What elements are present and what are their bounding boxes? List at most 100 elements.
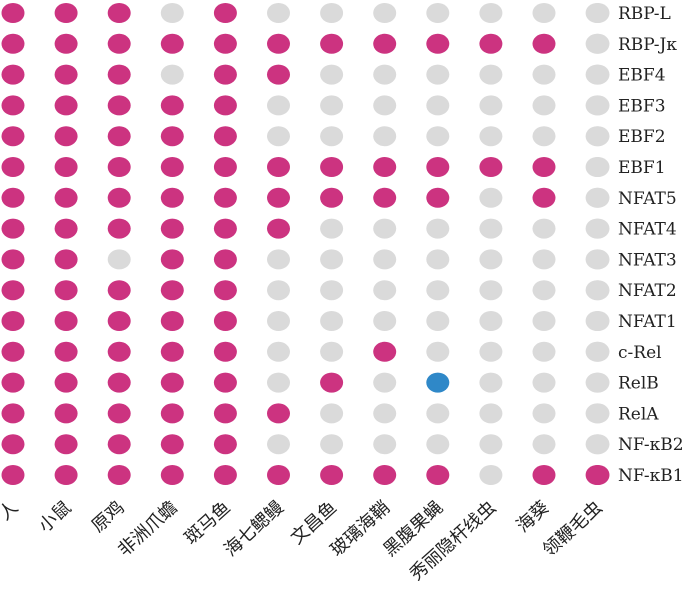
dot-14-3 — [160, 434, 184, 455]
dot-8-0 — [1, 249, 25, 270]
dot-9-3 — [160, 280, 184, 301]
dot-10-8 — [426, 311, 450, 331]
dot-11-6 — [320, 341, 344, 362]
dot-7-7 — [373, 218, 397, 239]
dot-15-1 — [54, 465, 78, 485]
dot-12-4 — [213, 372, 237, 393]
row-label-6: NFAT5 — [618, 189, 677, 209]
column-labels: 人小鼠 原鸡非洲爪蟾斑马鱼海七鳃鳗文昌鱼玻璃海鞘黑腹果蝇秀丽隐杆线虫 海葵领鞭毛虫 — [0, 497, 606, 585]
row-label-15: NF-κB1 — [618, 466, 684, 486]
row-label-13: RelA — [618, 404, 659, 424]
dot-5-0 — [1, 157, 25, 177]
column-label-10: 海葵 — [513, 497, 554, 537]
row-label-7: NFAT4 — [618, 220, 677, 240]
dot-13-0 — [1, 403, 25, 424]
row-label-1: RBP-Jκ — [618, 35, 677, 55]
dot-5-10 — [532, 157, 556, 177]
dot-7-9 — [479, 218, 503, 239]
row-marker-dot-6 — [586, 187, 610, 208]
dot-10-2 — [107, 311, 131, 331]
dot-14-6 — [320, 434, 344, 455]
row-marker-dot-1 — [586, 33, 610, 54]
row-label-11: c-Rel — [618, 343, 662, 363]
dot-8-10 — [532, 249, 556, 270]
dot-11-2 — [107, 341, 131, 362]
dot-6-2 — [107, 187, 131, 208]
row-marker-dot-15 — [586, 465, 610, 485]
dot-13-9 — [479, 403, 503, 424]
dot-0-9 — [479, 3, 503, 23]
dot-12-9 — [479, 372, 503, 393]
dot-10-4 — [213, 311, 237, 331]
dot-7-6 — [320, 218, 344, 239]
row-label-9: NFAT2 — [618, 281, 677, 301]
row-marker-dot-10 — [586, 311, 610, 331]
dot-10-7 — [373, 311, 397, 331]
row-label-12: RelB — [618, 374, 659, 394]
dot-10-1 — [54, 311, 78, 331]
dot-13-3 — [160, 403, 184, 424]
dot-7-4 — [213, 218, 237, 239]
dot-14-5 — [267, 434, 290, 455]
dot-8-7 — [373, 249, 397, 270]
dot-14-9 — [479, 434, 503, 455]
row-marker-dot-11 — [586, 341, 610, 362]
dot-12-8 — [426, 372, 450, 393]
dot-12-6 — [320, 372, 344, 393]
dot-9-9 — [479, 280, 503, 301]
dot-4-9 — [479, 126, 503, 147]
dot-6-3 — [160, 187, 184, 208]
dot-15-9 — [479, 465, 503, 485]
dot-14-7 — [373, 434, 397, 455]
dot-1-5 — [267, 33, 290, 54]
dot-3-10 — [532, 95, 556, 116]
dot-1-10 — [532, 33, 556, 54]
row-marker-dot-0 — [586, 3, 610, 23]
dot-4-10 — [532, 126, 556, 147]
dot-12-3 — [160, 372, 184, 393]
dot-1-8 — [426, 33, 450, 54]
dot-4-3 — [160, 126, 184, 147]
dot-3-9 — [479, 95, 503, 116]
dot-0-4 — [213, 3, 237, 23]
dot-9-7 — [373, 280, 397, 301]
dot-12-2 — [107, 372, 131, 393]
dot-3-7 — [373, 95, 397, 116]
dot-6-9 — [479, 187, 503, 208]
dot-3-4 — [213, 95, 237, 116]
dot-1-0 — [1, 33, 25, 54]
dot-14-2 — [107, 434, 131, 455]
dot-9-5 — [267, 280, 290, 301]
dot-15-2 — [107, 465, 131, 485]
dot-11-3 — [160, 341, 184, 362]
row-marker-dot-9 — [586, 280, 610, 301]
dot-10-6 — [320, 311, 344, 331]
dot-15-5 — [267, 465, 290, 485]
dot-5-4 — [213, 157, 237, 177]
dot-5-6 — [320, 157, 344, 177]
row-marker-dot-8 — [586, 249, 610, 270]
row-marker-dot-5 — [586, 157, 610, 177]
dot-13-5 — [267, 403, 290, 424]
dot-15-6 — [320, 465, 344, 485]
dot-11-8 — [426, 341, 450, 362]
dot-5-2 — [107, 157, 131, 177]
dot-7-0 — [1, 218, 25, 239]
dot-1-2 — [107, 33, 131, 54]
dot-2-3 — [160, 64, 184, 85]
dot-7-1 — [54, 218, 78, 239]
dot-9-8 — [426, 280, 450, 301]
row-label-5: EBF1 — [618, 158, 666, 178]
dot-0-1 — [54, 3, 78, 23]
dot-2-6 — [320, 64, 344, 85]
dot-2-9 — [479, 64, 503, 85]
dot-12-7 — [373, 372, 397, 393]
dot-13-4 — [213, 403, 237, 424]
row-label-8: NFAT3 — [618, 250, 677, 270]
dot-11-0 — [1, 341, 25, 362]
dot-3-1 — [54, 95, 78, 116]
dot-13-8 — [426, 403, 450, 424]
dot-3-6 — [320, 95, 344, 116]
row-label-14: NF-κB2 — [618, 435, 684, 455]
